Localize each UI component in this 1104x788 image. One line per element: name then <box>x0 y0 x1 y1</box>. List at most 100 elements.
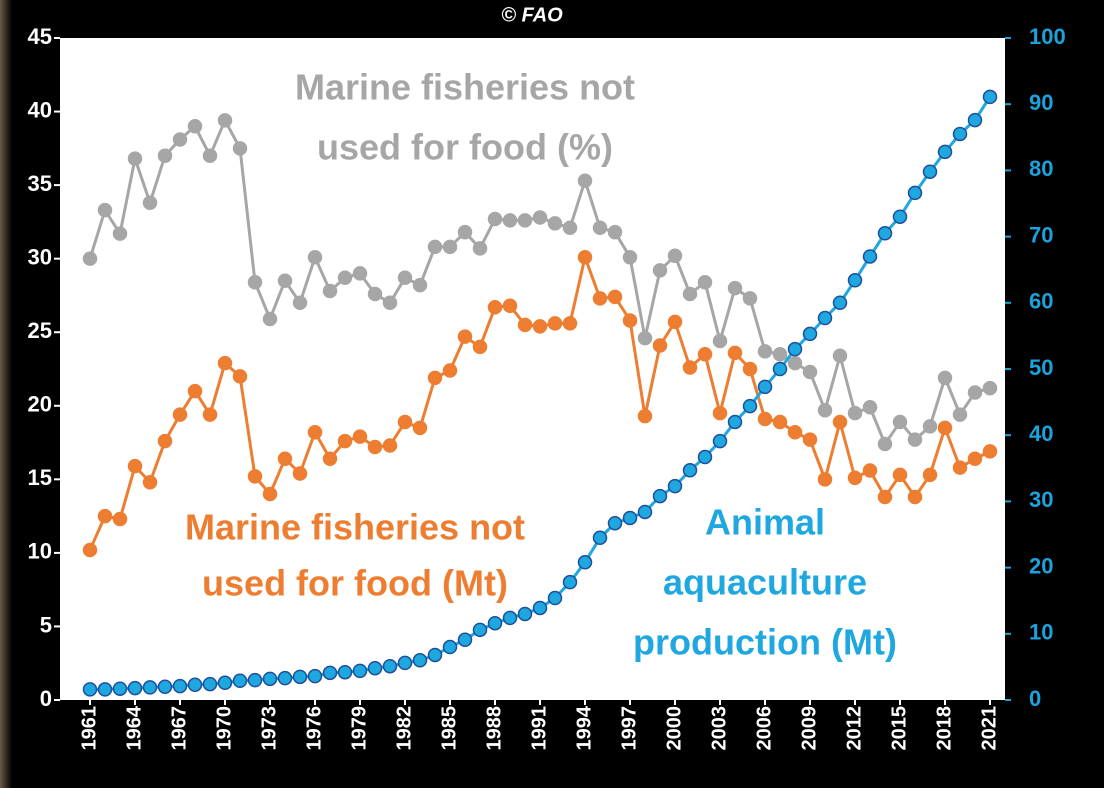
data-point <box>592 291 608 306</box>
data-point <box>502 213 518 228</box>
data-point <box>202 407 218 422</box>
photo-edge <box>0 0 12 788</box>
data-point <box>487 299 503 315</box>
y2-tick-label: 90 <box>1029 90 1053 115</box>
data-point <box>112 226 128 241</box>
x-tick-label: 1961 <box>78 706 100 751</box>
data-point <box>157 148 173 163</box>
data-point <box>817 310 833 326</box>
data-point <box>217 355 233 371</box>
data-point <box>457 329 473 344</box>
data-point <box>742 291 758 306</box>
data-point <box>547 590 563 606</box>
data-point <box>577 249 593 265</box>
data-point <box>562 220 578 236</box>
series-label: Animal <box>705 502 825 543</box>
x-tick-label: 1985 <box>438 706 460 751</box>
data-point <box>877 436 893 452</box>
data-point <box>637 504 653 520</box>
data-point <box>187 677 203 693</box>
y2-tick-label: 0 <box>1029 686 1041 711</box>
data-point <box>82 251 98 266</box>
data-point <box>652 488 668 504</box>
data-point <box>187 119 203 134</box>
data-point <box>97 508 113 524</box>
x-tick-label: 2015 <box>888 706 910 751</box>
data-point <box>127 458 143 474</box>
data-point <box>637 330 653 346</box>
data-point <box>517 606 533 622</box>
data-point <box>217 113 233 128</box>
data-point <box>757 411 773 427</box>
y2-tick-label: 30 <box>1029 487 1053 512</box>
data-point <box>322 451 338 466</box>
data-point <box>682 360 698 375</box>
y-tick-label: 10 <box>28 539 52 564</box>
data-point <box>142 195 158 211</box>
series-label: production (Mt) <box>633 622 897 663</box>
data-point <box>862 463 878 478</box>
data-point <box>907 185 923 201</box>
data-point <box>907 489 923 505</box>
data-point <box>307 668 323 684</box>
y2-tick-label: 70 <box>1029 222 1053 247</box>
data-point <box>232 141 248 156</box>
data-point <box>802 432 818 447</box>
data-point <box>487 615 503 631</box>
series-label: aquaculture <box>663 562 867 603</box>
data-point <box>862 249 878 264</box>
data-point <box>172 678 188 694</box>
x-tick-label: 2003 <box>708 706 730 751</box>
data-point <box>667 478 683 494</box>
data-point <box>337 664 353 680</box>
data-point <box>307 425 323 440</box>
data-point <box>472 339 488 355</box>
data-point <box>352 663 368 679</box>
data-point <box>487 211 503 227</box>
data-point <box>112 681 128 696</box>
data-point <box>82 682 98 697</box>
data-point <box>802 364 818 380</box>
series-label: Marine fisheries not <box>185 507 525 548</box>
y2-tick-label: 60 <box>1029 289 1053 314</box>
data-point <box>292 295 308 311</box>
data-point <box>142 680 158 695</box>
data-point <box>787 425 803 440</box>
data-point <box>577 555 593 570</box>
data-point <box>982 89 998 105</box>
data-point <box>847 470 863 486</box>
data-point <box>877 489 893 505</box>
data-point <box>322 283 338 299</box>
data-point <box>397 655 413 671</box>
data-point <box>772 361 788 377</box>
data-point <box>607 515 623 531</box>
data-point <box>622 249 638 265</box>
y2-tick-label: 10 <box>1029 620 1053 645</box>
data-point <box>532 319 548 334</box>
x-tick-label: 1970 <box>213 706 235 751</box>
data-point <box>277 273 293 288</box>
source-credit: © FAO <box>501 4 563 26</box>
data-point <box>187 383 203 399</box>
data-point <box>787 341 803 357</box>
data-point <box>367 439 383 455</box>
data-point <box>877 226 893 241</box>
data-point <box>202 148 218 163</box>
data-point <box>727 280 743 296</box>
y2-tick-label: 100 <box>1029 24 1066 49</box>
data-point <box>352 429 368 444</box>
data-point <box>322 665 338 681</box>
data-point <box>592 220 608 236</box>
data-point <box>682 463 698 478</box>
data-point <box>232 369 248 384</box>
data-point <box>712 405 728 421</box>
x-tick-label: 1988 <box>483 706 505 751</box>
series-label: used for food (Mt) <box>202 563 508 604</box>
data-point <box>427 647 443 663</box>
data-point <box>442 363 458 378</box>
data-point <box>982 444 998 459</box>
x-tick-label: 1991 <box>528 706 550 751</box>
data-point <box>622 510 638 526</box>
data-point <box>337 270 353 286</box>
